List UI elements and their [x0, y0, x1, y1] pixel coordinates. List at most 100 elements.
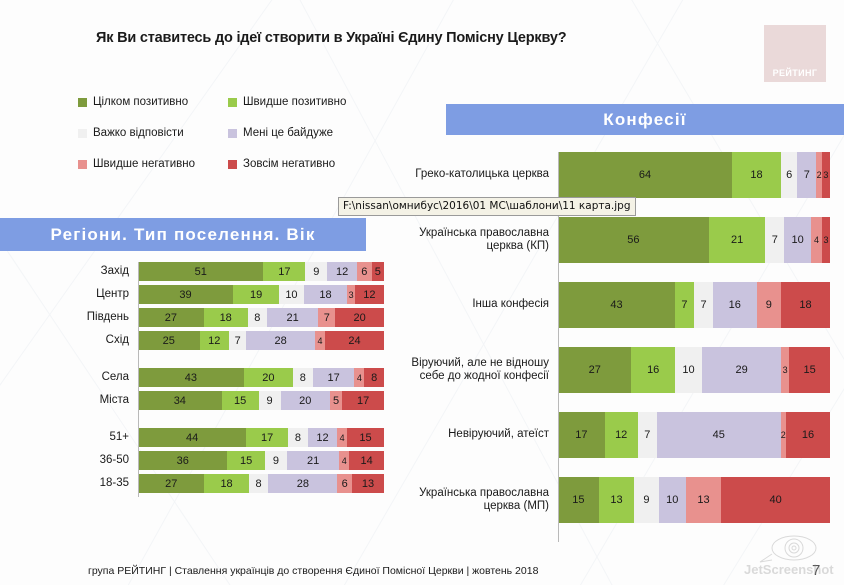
- bar-segment: 28: [246, 331, 316, 350]
- chart-row: 51+ 44 17 8 12 4 15: [60, 428, 390, 447]
- bar-segment: 45: [656, 412, 781, 458]
- bar-segment: 16: [786, 412, 830, 458]
- bar-segment: 9: [264, 451, 288, 470]
- stacked-bar: 44 17 8 12 4 15: [138, 428, 384, 447]
- stacked-bar: 64 18 6 7 2 3: [558, 152, 830, 198]
- bar-segment: 13: [598, 477, 635, 523]
- legend-swatch-icon: [78, 128, 87, 138]
- chart-row: Центр 39 19 10 18 3 12: [60, 285, 390, 304]
- category-axis: [558, 152, 559, 542]
- legend-row: Швидше негативно Зовсім негативно: [78, 158, 378, 189]
- bar-segment: 18: [203, 308, 248, 327]
- bar-segment: 7: [674, 282, 694, 328]
- stacked-bar: 27 16 10 29 3 15: [558, 347, 830, 393]
- bar-segment: 3: [821, 152, 830, 198]
- bar-segment: 13: [685, 477, 722, 523]
- row-label: Захід: [100, 264, 129, 277]
- bar-segment: 51: [138, 262, 264, 281]
- row-label: Віруючий, але не відношу себе до жодної к…: [411, 356, 549, 382]
- row-label: Села: [101, 370, 129, 383]
- bar-segment: 25: [138, 331, 200, 350]
- row-label: Українська православна церква (КП): [419, 226, 549, 252]
- stacked-bar: 34 15 9 20 5 17: [138, 391, 384, 410]
- stacked-bar: 39 19 10 18 3 12: [138, 285, 385, 304]
- bar-segment: 8: [292, 368, 313, 387]
- bar-segment: 36: [138, 451, 228, 470]
- bar-segment: 7: [797, 152, 817, 198]
- bar-segment: 4: [339, 451, 350, 470]
- group-spacer: [60, 414, 390, 428]
- row-label: Невіруючий, атеїст: [448, 428, 549, 441]
- bar-segment: 17: [342, 391, 384, 410]
- stacked-bar: 51 17 9 12 6 5: [138, 262, 384, 281]
- chart-row: Захід 51 17 9 12 6 5: [60, 262, 390, 281]
- legend-row: Важко відповісти Мені це байдуже: [78, 127, 378, 158]
- footer-source: група РЕЙТИНГ | Ставлення українців до с…: [88, 565, 539, 577]
- category-axis: [138, 262, 139, 497]
- bar-segment: 27: [558, 347, 632, 393]
- bar-segment: 21: [287, 451, 340, 470]
- stacked-bar: 27 18 8 21 7 20: [138, 308, 385, 327]
- bar-segment: 4: [315, 331, 325, 350]
- legend-item-0: Цілком позитивно: [78, 96, 228, 108]
- legend-item-5: Зовсім негативно: [228, 158, 378, 170]
- stacked-bar: 43 20 8 17 4 8: [138, 368, 385, 387]
- bar-segment: 8: [247, 308, 268, 327]
- bar-segment: 13: [352, 474, 385, 493]
- bar-segment: 16: [713, 282, 757, 328]
- stacked-bar: 15 13 9 10 13 40: [558, 477, 830, 523]
- bar-segment: 20: [243, 368, 293, 387]
- page-title: Як Ви ставитесь до ідеї створити в Украї…: [96, 30, 567, 46]
- bar-segment: 17: [246, 428, 289, 447]
- legend-item-1: Швидше позитивно: [228, 96, 378, 108]
- legend-label: Швидше позитивно: [243, 96, 347, 108]
- bar-segment: 8: [288, 428, 308, 447]
- banner-regions: Регіони. Тип поселення. Вік: [0, 218, 366, 251]
- bar-segment: 4: [354, 368, 365, 387]
- bar-segment: 2: [780, 412, 787, 458]
- legend: Цілком позитивно Швидше позитивно Важко …: [78, 96, 378, 189]
- legend-swatch-icon: [228, 128, 237, 138]
- row-label: Схід: [105, 333, 129, 346]
- group-spacer: [60, 354, 390, 368]
- bar-segment: 7: [318, 308, 336, 327]
- row-label: 18-35: [99, 476, 129, 489]
- bar-segment: 10: [279, 285, 304, 304]
- chart-row: Українська православна церква (КП) 56 21 7 10…: [406, 217, 844, 263]
- bar-segment: 15: [221, 391, 259, 410]
- bar-segment: 9: [634, 477, 659, 523]
- chart-row: Села 43 20 8 17 4 8: [60, 368, 390, 387]
- bar-segment: 15: [227, 451, 265, 470]
- rating-logo-label: РЕЙТИНГ: [772, 68, 818, 78]
- legend-swatch-icon: [78, 97, 87, 107]
- stacked-bar: 36 15 9 21 4 14: [138, 451, 384, 470]
- bar-segment: 43: [138, 368, 244, 387]
- bar-segment: 8: [364, 368, 385, 387]
- bar-segment: 15: [789, 347, 830, 393]
- bar-segment: 7: [694, 282, 714, 328]
- row-label: Греко-католицька церква: [415, 168, 549, 181]
- bar-segment: 8: [248, 474, 269, 493]
- bar-segment: 7: [765, 217, 785, 263]
- chart-row: Схід 25 12 7 28 4 24: [60, 331, 390, 350]
- bar-segment: 17: [312, 368, 355, 387]
- legend-swatch-icon: [78, 159, 87, 169]
- chart-row: Інша конфесія 43 7 7 16 9 18: [406, 282, 844, 328]
- rating-logo: [764, 25, 826, 82]
- chart-regions: Захід 51 17 9 12 6 5 Центр 39 19 10 18 3 12 Південь 27 1…: [60, 262, 390, 497]
- bar-segment: 12: [307, 428, 338, 447]
- legend-item-4: Швидше негативно: [78, 158, 228, 170]
- bar-segment: 28: [268, 474, 338, 493]
- bar-segment: 21: [267, 308, 319, 327]
- page-number: 7: [812, 562, 821, 579]
- chart-row: 36-50 36 15 9 21 4 14: [60, 451, 390, 470]
- bar-segment: 21: [708, 217, 766, 263]
- bar-segment: 15: [558, 477, 599, 523]
- bar-segment: 64: [558, 152, 733, 198]
- bar-segment: 27: [138, 308, 204, 327]
- legend-label: Швидше негативно: [93, 158, 195, 170]
- bar-segment: 17: [263, 262, 306, 281]
- bar-segment: 20: [280, 391, 330, 410]
- chart-row: Українська православна церква (МП) 15 13 9 10…: [406, 477, 844, 523]
